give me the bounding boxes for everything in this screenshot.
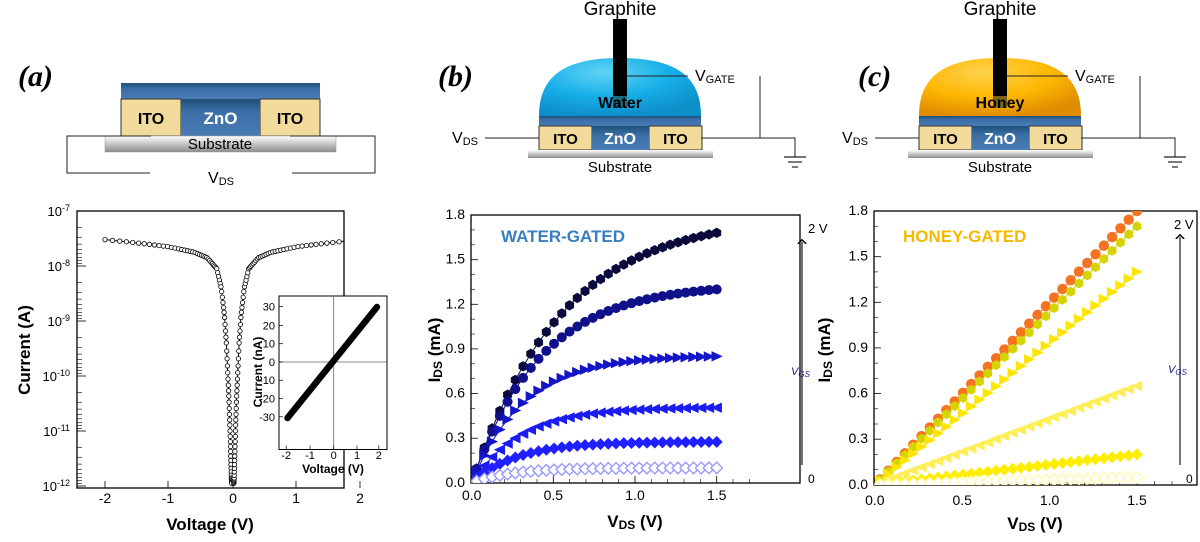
svg-text:Substrate: Substrate (188, 136, 252, 153)
svg-text:ITO: ITO (277, 111, 303, 128)
svg-text:Substrate: Substrate (588, 159, 652, 176)
svg-text:1.8: 1.8 (849, 202, 869, 218)
svg-text:-2: -2 (281, 450, 291, 462)
svg-text:0.5: 0.5 (952, 492, 972, 508)
svg-text:IDS (mA): IDS (mA) (815, 318, 835, 383)
svg-text:VDS (V): VDS (V) (1007, 514, 1062, 534)
svg-text:VGS: VGS (791, 366, 811, 379)
svg-text:Water: Water (598, 95, 642, 112)
svg-text:-1: -1 (305, 450, 315, 462)
svg-text:0.9: 0.9 (446, 340, 466, 356)
svg-text:0.3: 0.3 (849, 430, 869, 446)
svg-text:VGATE: VGATE (695, 68, 735, 86)
svg-text:1.2: 1.2 (446, 295, 466, 311)
svg-text:10-12: 10-12 (43, 478, 70, 494)
svg-text:Graphite: Graphite (964, 0, 1037, 20)
svg-text:VDS: VDS (452, 130, 478, 148)
svg-text:0: 0 (808, 472, 815, 486)
svg-text:2 V: 2 V (808, 221, 828, 236)
svg-text:0.6: 0.6 (849, 385, 869, 401)
svg-text:0.5: 0.5 (544, 487, 564, 503)
svg-text:VGATE: VGATE (1075, 68, 1115, 86)
svg-text:1: 1 (354, 450, 360, 462)
svg-text:Graphite: Graphite (584, 0, 657, 20)
svg-text:1.2: 1.2 (849, 293, 869, 309)
svg-text:1.0: 1.0 (625, 487, 645, 503)
svg-text:10-10: 10-10 (43, 368, 70, 384)
svg-text:30: 30 (263, 302, 275, 314)
svg-text:Voltage (V): Voltage (V) (302, 462, 364, 476)
svg-text:Current (nA): Current (nA) (251, 337, 265, 408)
svg-text:0: 0 (229, 490, 237, 506)
svg-text:0.0: 0.0 (865, 492, 885, 508)
svg-text:ITO: ITO (663, 131, 688, 148)
svg-text:10-8: 10-8 (48, 258, 70, 274)
svg-text:Substrate: Substrate (968, 159, 1032, 176)
svg-text:0.6: 0.6 (446, 385, 466, 401)
svg-text:0: 0 (1186, 472, 1193, 486)
svg-text:ITO: ITO (553, 131, 578, 148)
svg-text:0.0: 0.0 (849, 476, 869, 492)
svg-text:1.5: 1.5 (849, 248, 869, 264)
svg-text:10-11: 10-11 (43, 423, 70, 439)
svg-text:ZnO: ZnO (984, 131, 1016, 148)
svg-text:-1: -1 (162, 490, 175, 506)
svg-text:Current (A): Current (A) (15, 305, 34, 395)
svg-text:0: 0 (269, 357, 275, 369)
svg-text:0.0: 0.0 (462, 487, 482, 503)
svg-text:ITO: ITO (933, 131, 958, 148)
svg-text:1.0: 1.0 (1040, 492, 1060, 508)
svg-text:10-9: 10-9 (48, 313, 70, 329)
svg-text:1.8: 1.8 (446, 206, 466, 222)
svg-text:HONEY-GATED: HONEY-GATED (903, 227, 1026, 246)
svg-text:IDS (mA): IDS (mA) (425, 318, 445, 383)
svg-text:-30: -30 (259, 412, 275, 424)
svg-text:-2: -2 (99, 490, 112, 506)
svg-text:0.3: 0.3 (446, 429, 466, 445)
svg-text:20: 20 (263, 320, 275, 332)
svg-text:ITO: ITO (1043, 131, 1068, 148)
svg-text:1: 1 (292, 490, 300, 506)
svg-text:2: 2 (376, 450, 382, 462)
svg-text:1.5: 1.5 (1127, 492, 1147, 508)
svg-text:Voltage (V): Voltage (V) (166, 515, 254, 534)
svg-text:ITO: ITO (138, 111, 164, 128)
svg-text:ZnO: ZnO (204, 109, 238, 128)
svg-text:1.5: 1.5 (446, 251, 466, 267)
svg-text:VDS (V): VDS (V) (607, 512, 662, 532)
svg-text:Honey: Honey (976, 95, 1025, 112)
svg-text:1.5: 1.5 (707, 487, 727, 503)
svg-text:ZnO: ZnO (604, 131, 636, 148)
svg-text:0.9: 0.9 (849, 339, 869, 355)
svg-text:2: 2 (356, 490, 364, 506)
svg-text:VDS: VDS (842, 130, 868, 148)
svg-text:2 V: 2 V (1174, 217, 1194, 232)
svg-text:10-7: 10-7 (48, 203, 70, 219)
svg-text:0: 0 (331, 450, 337, 462)
svg-text:WATER-GATED: WATER-GATED (501, 227, 625, 246)
